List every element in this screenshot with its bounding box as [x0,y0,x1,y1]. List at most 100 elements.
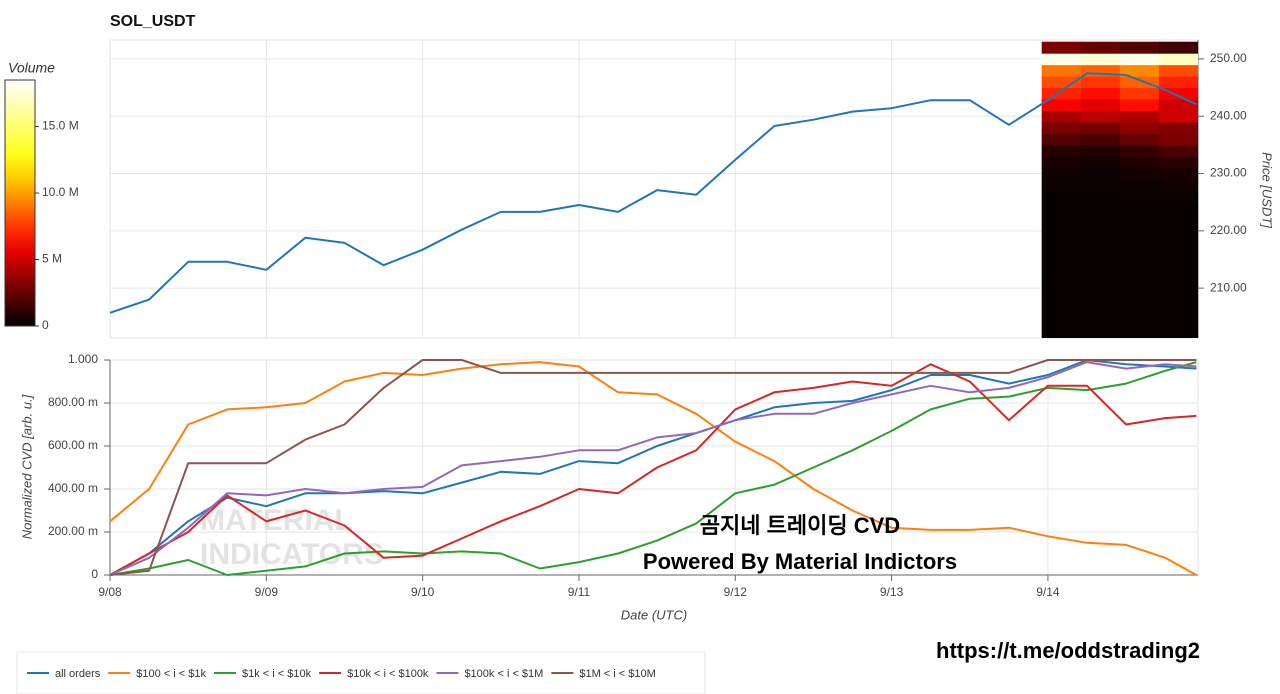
heatmap-cell [1041,156,1082,169]
y-tick-label: 240.00 [1210,108,1247,122]
heatmap-cell [1119,87,1160,100]
heatmap-cell [1119,202,1160,215]
cvd-line [109,361,1197,576]
annotation: 곰지네 트레이딩 CVD [700,513,900,538]
heatmap-cell [1119,133,1160,146]
heatmap-cell [1119,99,1160,111]
heatmap-cell [1041,99,1082,111]
heatmap-cell [1080,133,1121,146]
heatmap [1041,41,1198,338]
heatmap-cell [1158,110,1198,123]
heatmap-cell [1119,248,1160,260]
heatmap-cell [1080,305,1121,318]
heatmap-cell [1041,64,1082,77]
y-axis-label: Normalized CVD [arb. u.] [19,394,34,539]
heatmap-cell [1080,259,1121,272]
x-tick-label: 9/12 [724,585,748,599]
colorbar-label: Volume [8,60,55,76]
heatmap-cell [1158,259,1198,272]
heatmap-cell [1158,282,1198,295]
heatmap-cell [1041,133,1082,146]
heatmap-cell [1041,328,1082,338]
y-tick-label: 210.00 [1210,280,1247,294]
heatmap-cell [1158,144,1198,157]
heatmap-cell [1080,167,1121,180]
heatmap-cell [1080,156,1121,169]
heatmap-cell [1041,225,1082,238]
heatmap-cell [1158,270,1198,283]
heatmap-cell [1119,190,1160,203]
heatmap-cell [1041,167,1082,180]
heatmap-cell [1158,316,1198,329]
chart-layer: 9/08 9/09 9/10 9/11 9/12 9/13 9/14 210.00 220.00… [16,40,1275,694]
colorbar-tick-label: 5 M [42,252,62,266]
heatmap-cell [1080,270,1121,283]
legend-label: $1k < i < $10k [242,668,312,680]
heatmap-cell [1080,293,1121,306]
legend-box [16,651,706,694]
heatmap-cell [1119,259,1160,272]
heatmap-cell [1041,144,1082,157]
heatmap-cell [1119,305,1160,318]
heatmap-cell [1080,282,1121,295]
colorbar-tick-label: 15.0 M [42,119,79,133]
x-tick-label: 9/13 [880,585,904,599]
heatmap-cell [1119,167,1160,180]
heatmap-cell [1119,293,1160,306]
x-tick-label: 9/14 [1036,585,1060,599]
heatmap-cell [1080,99,1121,111]
heatmap-cell [1041,41,1082,54]
cvd-line [109,359,1197,576]
x-tick-label: 9/10 [411,585,435,599]
heatmap-cell [1158,156,1198,169]
heatmap-cell [1119,156,1160,169]
heatmap-cell [1041,53,1082,66]
heatmap-cell [1041,270,1082,283]
heatmap-cell [1158,213,1198,226]
colorbar [4,79,36,327]
heatmap-cell [1158,76,1198,89]
heatmap-cell [1080,213,1121,226]
heatmap-cell [1158,99,1198,111]
heatmap-cell [1158,167,1198,180]
legend-label: all orders [55,668,101,680]
legend-label: $10k < i < $100k [347,668,429,680]
x-tick-label: 9/09 [255,585,279,599]
heatmap-cell [1119,316,1160,329]
heatmap-cell [1041,110,1082,123]
heatmap-cell [1080,328,1121,338]
heatmap-cell [1119,270,1160,283]
cvd-line [109,361,1197,576]
heatmap-cell [1080,179,1121,192]
heatmap-cell [1041,76,1082,89]
heatmap-cell [1080,144,1121,157]
legend-label: $1M < i < $10M [579,668,655,680]
heatmap-cell [1158,190,1198,203]
heatmap-cell [1119,179,1160,192]
annotation: https://t.me/oddstrading2 [936,638,1200,663]
heatmap-cell [1080,316,1121,329]
watermark: INDICATORS [200,538,384,571]
annotation: Powered By Material Indictors [643,549,957,574]
heatmap-cell [1041,305,1082,318]
heatmap-cell [1119,213,1160,226]
heatmap-cell [1119,328,1160,338]
heatmap-cell [1119,236,1160,249]
cvd-line [109,361,1197,576]
heatmap-cell [1041,248,1082,260]
heatmap-cell [1041,213,1082,226]
heatmap-cell [1158,64,1198,77]
cvd-line [109,359,1197,576]
heatmap-cell [1080,190,1121,203]
heatmap-cell [1080,236,1121,249]
y-tick-label: 200.00 m [48,524,98,538]
heatmap-cell [1041,87,1082,100]
x-tick-label: 9/11 [568,585,591,599]
price-plot-area [109,39,1199,339]
y-tick-label: 230.00 [1210,166,1247,180]
heatmap-cell [1119,282,1160,295]
y-tick-label: 250.00 [1210,51,1247,65]
heatmap-cell [1158,305,1198,318]
colorbar-tick-label: 0 [42,318,49,332]
